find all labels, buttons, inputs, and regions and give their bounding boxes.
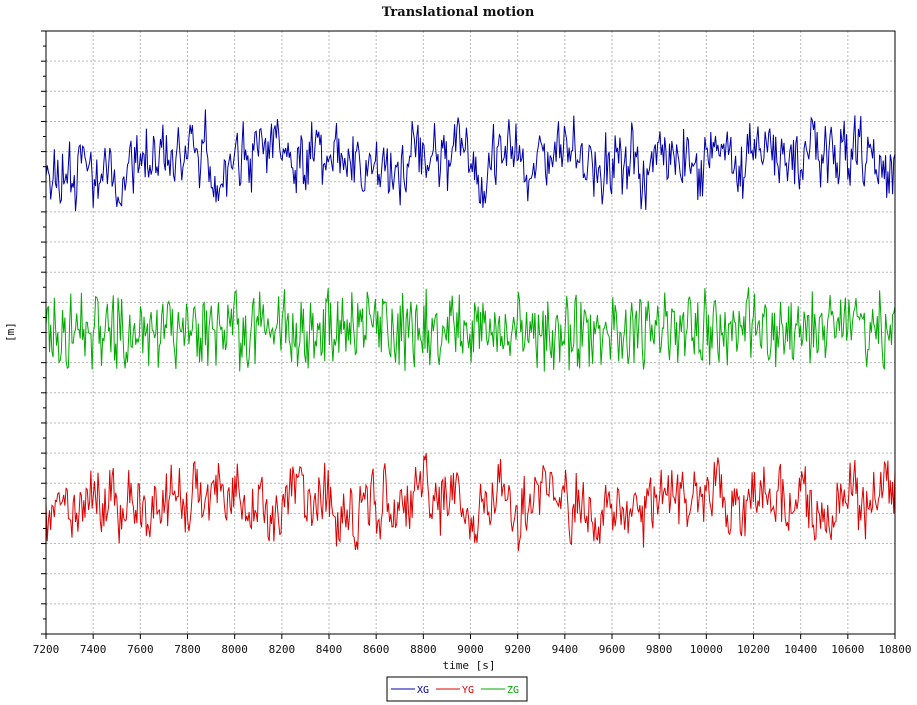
series-layer: [45, 109, 896, 552]
x-tick-label: 10200: [737, 643, 770, 656]
series-line-xg: [45, 109, 896, 212]
x-tick-label: 7400: [80, 643, 107, 656]
x-tick-label: 7800: [174, 643, 201, 656]
x-tick-label: 9800: [646, 643, 673, 656]
x-tick-label: 9000: [457, 643, 484, 656]
x-tick-label: 7200: [33, 643, 60, 656]
legend-label-zg: ZG: [507, 685, 519, 696]
chart-title: Translational motion: [382, 5, 535, 20]
legend-label-xg: XG: [417, 685, 429, 696]
x-tick-label: 10400: [784, 643, 817, 656]
x-tick-label: 8400: [316, 643, 343, 656]
x-tick-label: 8600: [363, 643, 390, 656]
x-tick-label: 7600: [127, 643, 154, 656]
x-tick-label: 8800: [410, 643, 437, 656]
x-axis-label: time [s]: [443, 659, 496, 672]
x-tick-label: 9400: [552, 643, 579, 656]
x-tick-label: 9200: [504, 643, 531, 656]
x-tick-label: 10600: [831, 643, 864, 656]
legend-label-yg: YG: [462, 685, 474, 696]
y-axis-label: [m]: [4, 322, 17, 342]
x-axis: 7200 7400 7600 7800 8000 8200 8400 8600 8800 9000…: [33, 634, 912, 656]
y-axis-ticks: [41, 30, 46, 635]
x-tick-label: 10000: [690, 643, 723, 656]
x-tick-label: 10800: [878, 643, 911, 656]
legend: XG YG ZG: [386, 676, 528, 702]
x-tick-label: 8200: [269, 643, 296, 656]
x-tick-label: 8000: [221, 643, 248, 656]
series-line-zg: [45, 287, 896, 372]
series-line-yg: [45, 453, 896, 552]
x-tick-label: 9600: [599, 643, 626, 656]
